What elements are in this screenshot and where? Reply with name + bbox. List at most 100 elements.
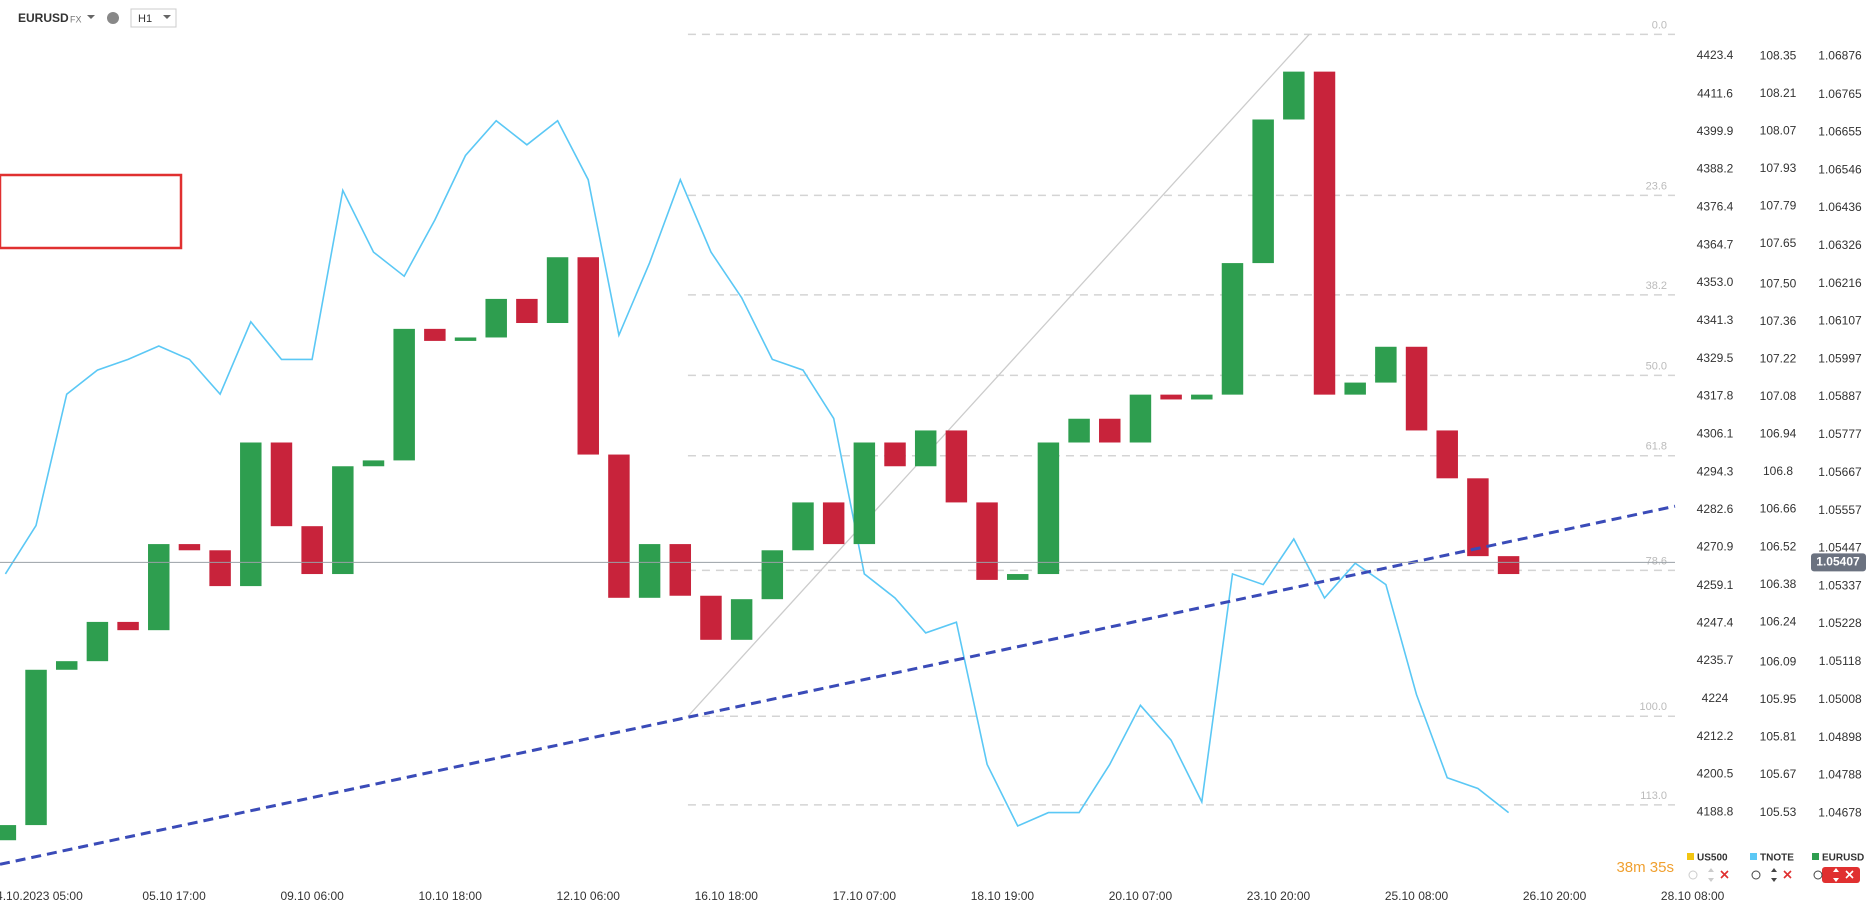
candle (1344, 382, 1366, 395)
y-tick-label: 107.50 (1760, 276, 1797, 290)
y-tick-label: 1.04898 (1818, 730, 1862, 744)
candle (454, 337, 477, 341)
info-icon[interactable] (107, 12, 119, 24)
candle (700, 595, 722, 640)
legend: US500 TNOTE EURUSD (1687, 853, 1864, 883)
candle (1405, 346, 1428, 431)
countdown: 38m 35s (1616, 859, 1674, 876)
candle (1160, 394, 1182, 400)
y-tick-label: 1.06107 (1818, 313, 1862, 327)
y-tick-label: 108.35 (1760, 48, 1797, 62)
x-tick-label: 28.10 08:00 (1661, 889, 1725, 903)
remove-button[interactable] (1845, 870, 1854, 879)
candle (0, 825, 17, 841)
candle (1283, 71, 1305, 120)
y-tick-label: 106.24 (1760, 614, 1797, 628)
interval: H1 (138, 13, 152, 25)
reorder-button[interactable] (1771, 868, 1777, 882)
y-tick-label: 4317.8 (1697, 389, 1734, 403)
y-tick-label: 4341.3 (1697, 313, 1734, 327)
visibility-toggle[interactable] (1813, 870, 1823, 880)
y-tick-label: 106.38 (1760, 577, 1797, 591)
candle (1497, 556, 1520, 575)
drawing-rectangle[interactable] (0, 173, 183, 250)
y-tick-label: 106.8 (1763, 464, 1793, 478)
y-tick-label: 1.05997 (1818, 351, 1862, 365)
candle (148, 544, 170, 631)
y-tick-label: 106.52 (1760, 539, 1797, 553)
candle (792, 502, 814, 551)
y-tick-label: 105.95 (1760, 692, 1797, 706)
fib-label: 113.0 (1640, 790, 1667, 802)
last-price-label: 1.05407 (1816, 555, 1860, 569)
market: FX (70, 14, 82, 24)
candle (546, 257, 569, 324)
candle (1252, 119, 1274, 264)
y-tick-label: 4282.6 (1697, 502, 1734, 516)
interval-select[interactable] (130, 8, 177, 28)
candle (1006, 574, 1029, 580)
candle (1037, 442, 1060, 575)
y-tick-label: 106.09 (1760, 655, 1797, 669)
x-tick-label: 26.10 20:00 (1523, 889, 1587, 903)
y-tick-label: 1.04678 (1818, 806, 1862, 820)
legend-swatch (1750, 853, 1757, 860)
legend-label: EURUSD (1822, 853, 1864, 864)
y-tick-label: 4376.4 (1697, 200, 1734, 214)
symbol-dropdown[interactable] (87, 15, 95, 19)
fib-label: 61.8 (1646, 441, 1667, 453)
y-tick-label: 1.05447 (1818, 541, 1862, 555)
x-tick-label: 05.10 17:00 (142, 889, 206, 903)
candle (945, 430, 968, 503)
y-tick-label: 107.65 (1760, 236, 1797, 250)
y-tick-label: 1.06546 (1818, 162, 1862, 176)
y-tick-label: 105.67 (1760, 767, 1797, 781)
visibility-toggle[interactable] (1688, 870, 1698, 880)
visibility-toggle[interactable] (1751, 870, 1761, 880)
y-tick-label: 4270.9 (1697, 540, 1734, 554)
fib-anchor-line (687, 33, 1310, 717)
x-tick-label: 16.10 18:00 (695, 889, 759, 903)
x-tick-label: 12.10 06:00 (557, 889, 621, 903)
candle (761, 550, 784, 600)
y-tick-label: 1.06326 (1818, 238, 1862, 252)
x-tick-label: 20.10 07:00 (1109, 889, 1173, 903)
candle (485, 298, 507, 338)
candle (884, 442, 906, 467)
candle (1099, 418, 1121, 443)
reorder-button[interactable] (1708, 868, 1714, 882)
symbol[interactable]: EURUSD (18, 11, 69, 25)
candle (516, 298, 538, 324)
candle (117, 621, 139, 631)
candle (976, 502, 998, 580)
y-tick-label: 4388.2 (1697, 162, 1734, 176)
y-tick-label: 4353.0 (1697, 275, 1734, 289)
trendline[interactable] (0, 504, 1676, 866)
candle (332, 466, 354, 575)
candle (730, 599, 753, 640)
y-tick-label: 108.21 (1760, 86, 1797, 100)
x-tick-label: 23.10 20:00 (1247, 889, 1311, 903)
candle (25, 669, 47, 826)
candle (209, 550, 231, 587)
legend-swatch (1687, 853, 1694, 860)
y-tick-label: 107.79 (1760, 199, 1797, 213)
reorder-button[interactable] (1833, 868, 1839, 882)
plot-area: 0.0 23.6 38.2 50.0 61.8 78.6 100.0 113.0 (0, 19, 1676, 866)
y-tick-label: 4235.7 (1697, 653, 1734, 667)
y-tick-label: 1.05118 (1819, 654, 1862, 668)
y-tick-label: 1.06216 (1818, 276, 1862, 290)
y-tick-label: 106.94 (1760, 427, 1797, 441)
candle (362, 460, 385, 467)
candle (1313, 71, 1336, 395)
y-tick-label: 4188.8 (1697, 804, 1734, 818)
y-tick-label: 4306.1 (1697, 426, 1734, 440)
legend-swatch (1812, 853, 1819, 860)
remove-button[interactable] (1720, 870, 1729, 879)
y-tick-label: 107.08 (1760, 389, 1797, 403)
x-tick-label: 18.10 19:00 (971, 889, 1035, 903)
remove-button[interactable] (1783, 870, 1792, 879)
candle (822, 502, 845, 545)
candle (301, 526, 323, 575)
fib-label: 100.0 (1639, 701, 1667, 713)
